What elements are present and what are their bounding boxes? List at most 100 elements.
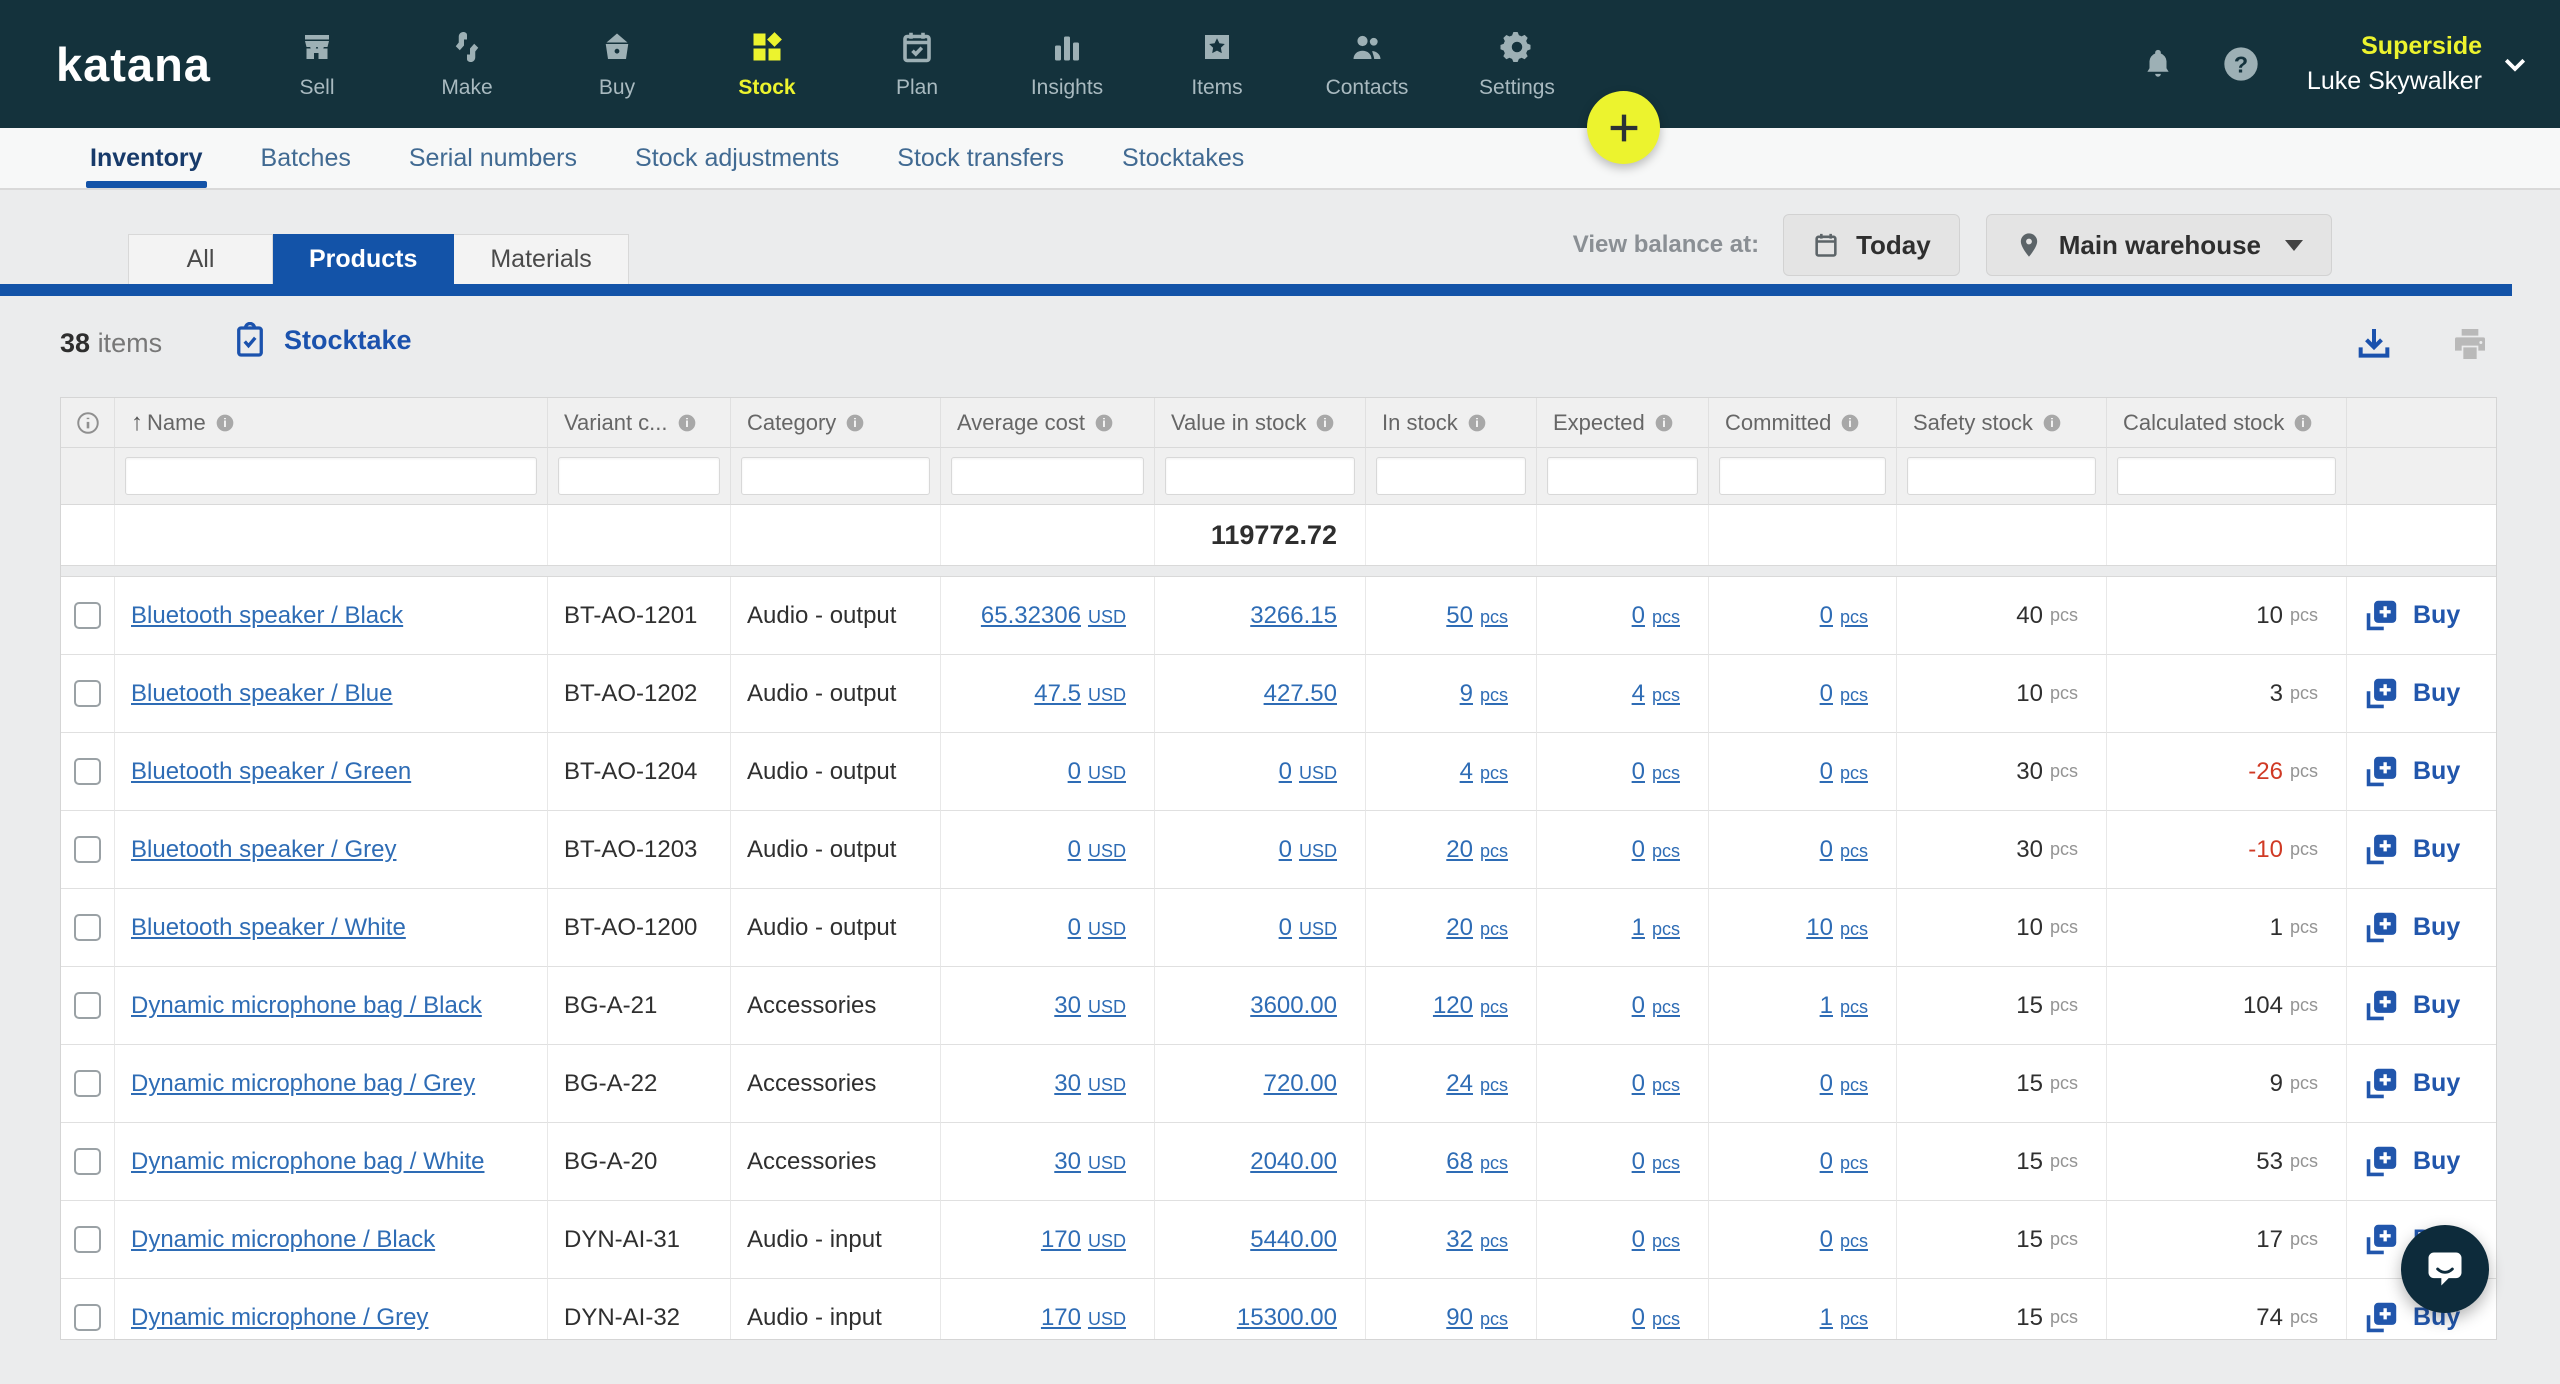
buy-button[interactable]: Buy: [2347, 577, 2496, 655]
expected-link[interactable]: 0 pcs: [1631, 601, 1680, 629]
info-icon[interactable]: i: [2293, 413, 2313, 433]
subnav-stock-adjustments[interactable]: Stock adjustments: [635, 143, 840, 172]
in-stock-link[interactable]: 24 pcs: [1446, 1069, 1508, 1097]
product-name-link[interactable]: Bluetooth speaker / Grey: [131, 835, 397, 863]
value-in-stock-link[interactable]: 720.00: [1263, 1069, 1337, 1097]
notifications-bell-icon[interactable]: [2141, 47, 2175, 81]
average-cost-link[interactable]: 170 USD: [1040, 1225, 1126, 1253]
subnav-stocktakes[interactable]: Stocktakes: [1122, 143, 1245, 172]
committed-link[interactable]: 1 pcs: [1819, 1303, 1868, 1331]
nav-item-plan[interactable]: Plan: [842, 0, 992, 128]
filter-value-in-stock-input[interactable]: [1165, 457, 1355, 495]
column-header-average-cost[interactable]: Average cost i: [941, 398, 1155, 448]
filter-category-input[interactable]: [741, 457, 930, 495]
in-stock-link[interactable]: 9 pcs: [1459, 679, 1508, 707]
product-name-link[interactable]: Dynamic microphone / Grey: [131, 1303, 429, 1331]
row-checkbox[interactable]: [74, 914, 101, 941]
info-icon[interactable]: i: [1840, 413, 1860, 433]
product-name-link[interactable]: Dynamic microphone / Black: [131, 1225, 436, 1253]
row-checkbox[interactable]: [74, 1226, 101, 1253]
average-cost-link[interactable]: 170 USD: [1040, 1303, 1126, 1331]
product-name-link[interactable]: Bluetooth speaker / Black: [131, 601, 404, 629]
nav-item-sell[interactable]: Sell: [242, 0, 392, 128]
committed-link[interactable]: 0 pcs: [1819, 1147, 1868, 1175]
committed-link[interactable]: 0 pcs: [1819, 1069, 1868, 1097]
column-header-in-stock[interactable]: In stock i: [1366, 398, 1537, 448]
product-name-link[interactable]: Dynamic microphone bag / Black: [131, 991, 482, 1019]
in-stock-link[interactable]: 50 pcs: [1446, 601, 1508, 629]
print-icon[interactable]: [2450, 324, 2490, 369]
in-stock-link[interactable]: 32 pcs: [1446, 1225, 1508, 1253]
committed-link[interactable]: 0 pcs: [1819, 1225, 1868, 1253]
value-in-stock-link[interactable]: 0 USD: [1278, 913, 1337, 941]
filter-average-cost-input[interactable]: [951, 457, 1144, 495]
committed-link[interactable]: 10 pcs: [1806, 913, 1868, 941]
expected-link[interactable]: 0 pcs: [1631, 757, 1680, 785]
value-in-stock-link[interactable]: 15300.00: [1236, 1303, 1337, 1331]
filter-name-input[interactable]: [125, 457, 537, 495]
row-checkbox[interactable]: [74, 1070, 101, 1097]
average-cost-link[interactable]: 0 USD: [1067, 913, 1126, 941]
buy-button[interactable]: Buy: [2347, 1123, 2496, 1201]
committed-link[interactable]: 1 pcs: [1819, 991, 1868, 1019]
committed-link[interactable]: 0 pcs: [1819, 601, 1868, 629]
value-in-stock-link[interactable]: 0 USD: [1278, 757, 1337, 785]
in-stock-link[interactable]: 20 pcs: [1446, 835, 1508, 863]
product-name-link[interactable]: Bluetooth speaker / White: [131, 913, 406, 941]
subnav-serial-numbers[interactable]: Serial numbers: [408, 143, 578, 172]
row-checkbox[interactable]: [74, 758, 101, 785]
subnav-inventory[interactable]: Inventory: [86, 128, 207, 188]
committed-link[interactable]: 0 pcs: [1819, 679, 1868, 707]
committed-link[interactable]: 0 pcs: [1819, 835, 1868, 863]
row-checkbox[interactable]: [74, 680, 101, 707]
nav-item-contacts[interactable]: Contacts: [1292, 0, 1442, 128]
balance-date-button[interactable]: Today: [1783, 214, 1960, 276]
buy-button[interactable]: Buy: [2347, 733, 2496, 811]
buy-button[interactable]: Buy: [2347, 967, 2496, 1045]
filter-calculated-stock-input[interactable]: [2117, 457, 2336, 495]
expected-link[interactable]: 0 pcs: [1631, 1225, 1680, 1253]
info-icon[interactable]: i: [677, 413, 697, 433]
info-icon[interactable]: i: [1467, 413, 1487, 433]
nav-item-stock[interactable]: Stock: [692, 0, 842, 128]
info-icon[interactable]: i: [2042, 413, 2062, 433]
warehouse-select[interactable]: Main warehouse: [1985, 214, 2332, 276]
column-header-category[interactable]: Category i: [731, 398, 941, 448]
value-in-stock-link[interactable]: 2040.00: [1250, 1147, 1337, 1175]
filter-in-stock-input[interactable]: [1376, 457, 1526, 495]
column-header-calculated-stock[interactable]: Calculated stock i: [2107, 398, 2347, 448]
nav-item-make[interactable]: Make: [392, 0, 542, 128]
average-cost-link[interactable]: 30 USD: [1054, 1069, 1126, 1097]
row-checkbox[interactable]: [74, 1304, 101, 1331]
product-name-link[interactable]: Bluetooth speaker / Green: [131, 757, 412, 785]
create-new-button[interactable]: [1587, 91, 1660, 164]
nav-item-items[interactable]: Items: [1142, 0, 1292, 128]
buy-button[interactable]: Buy: [2347, 1045, 2496, 1123]
average-cost-link[interactable]: 47.5 USD: [1034, 679, 1126, 707]
in-stock-link[interactable]: 68 pcs: [1446, 1147, 1508, 1175]
column-header-variant-code[interactable]: Variant c... i: [548, 398, 731, 448]
info-icon[interactable]: i: [215, 413, 235, 433]
help-icon[interactable]: ?: [2221, 44, 2261, 84]
filter-variant-code-input[interactable]: [558, 457, 720, 495]
column-header-value-in-stock[interactable]: Value in stock i: [1155, 398, 1366, 448]
buy-button[interactable]: Buy: [2347, 655, 2496, 733]
committed-link[interactable]: 0 pcs: [1819, 757, 1868, 785]
tab-materials[interactable]: Materials: [454, 234, 629, 284]
nav-item-settings[interactable]: Settings: [1442, 0, 1592, 128]
subnav-stock-transfers[interactable]: Stock transfers: [897, 143, 1065, 172]
nav-item-buy[interactable]: Buy: [542, 0, 692, 128]
info-icon[interactable]: i: [845, 413, 865, 433]
expected-link[interactable]: 0 pcs: [1631, 1069, 1680, 1097]
table-info-header[interactable]: [61, 398, 115, 448]
column-header-expected[interactable]: Expected i: [1537, 398, 1709, 448]
chat-widget-button[interactable]: [2401, 1225, 2489, 1313]
buy-button[interactable]: Buy: [2347, 811, 2496, 889]
product-name-link[interactable]: Bluetooth speaker / Blue: [131, 679, 393, 707]
in-stock-link[interactable]: 20 pcs: [1446, 913, 1508, 941]
in-stock-link[interactable]: 90 pcs: [1446, 1303, 1508, 1331]
filter-committed-input[interactable]: [1719, 457, 1886, 495]
value-in-stock-link[interactable]: 0 USD: [1278, 835, 1337, 863]
column-header-name[interactable]: ↑ Name i: [115, 398, 548, 448]
expected-link[interactable]: 0 pcs: [1631, 1147, 1680, 1175]
